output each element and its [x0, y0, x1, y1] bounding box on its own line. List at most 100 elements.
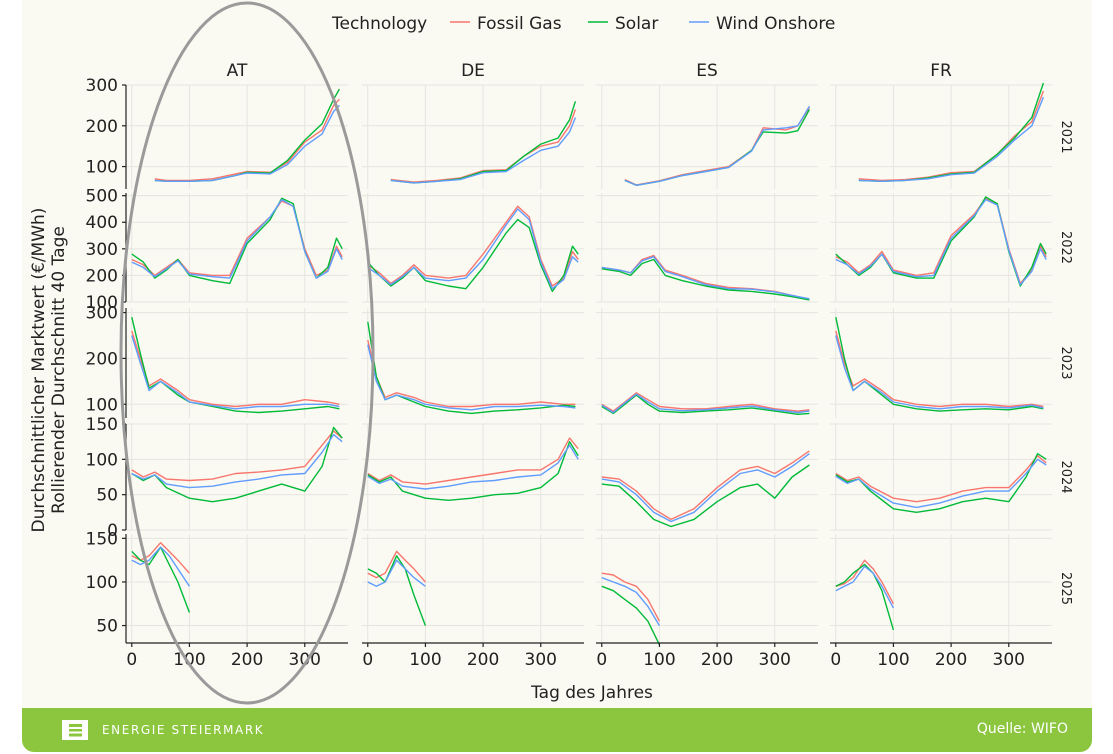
series-line-fossil-gas-es-2023 — [601, 392, 810, 412]
y-tick-label: 200 — [86, 349, 118, 369]
row-strip-label-2025: 2025 — [1058, 572, 1073, 605]
x-tick-label: 0 — [362, 650, 373, 670]
series-line-fossil-gas-de-2023 — [367, 339, 576, 408]
source-label: Quelle: WIFO — [976, 721, 1068, 737]
legend-label-fossil-gas: Fossil Gas — [477, 14, 562, 34]
series-line-fossil-gas-fr-2025 — [835, 559, 895, 605]
legend-title: Technology — [331, 14, 427, 34]
series-line-solar-de-2023 — [367, 321, 576, 415]
footer-bar: ENERGIE STEIERMARK Quelle: WIFO — [22, 708, 1092, 752]
x-tick-label: 300 — [993, 650, 1025, 670]
chart-panel: Technology Fossil Gas Solar Wind Onshore AT D… — [22, 0, 1092, 708]
column-header-de: DE — [461, 61, 485, 81]
series-line-wind-onshore-de-2021 — [390, 117, 577, 184]
y-tick-label: 150 — [86, 529, 118, 549]
y-tick-label: 100 — [86, 158, 118, 178]
y-tick-label: 150 — [86, 415, 118, 435]
series-line-wind-onshore-es-2021 — [624, 105, 811, 186]
series-line-wind-onshore-es-2024 — [601, 453, 810, 523]
series-line-solar-at-2025 — [131, 546, 191, 613]
x-tick-label: 0 — [596, 650, 607, 670]
x-tick-label: 100 — [173, 650, 205, 670]
facet-chart: Technology Fossil Gas Solar Wind Onshore AT D… — [29, 1, 1073, 705]
series-line-wind-onshore-de-2022 — [367, 208, 579, 290]
series-line-fossil-gas-de-2024 — [367, 437, 579, 485]
series-line-fossil-gas-es-2025 — [601, 572, 661, 622]
series-line-solar-es-2025 — [601, 585, 661, 646]
y-tick-label: 300 — [86, 76, 118, 96]
series-line-wind-onshore-de-2025 — [367, 559, 426, 587]
series-line-solar-es-2023 — [601, 394, 810, 415]
series-line-wind-onshore-es-2022 — [601, 256, 810, 300]
x-tick-label: 0 — [830, 650, 841, 670]
series-line-wind-onshore-at-2025 — [131, 546, 190, 587]
x-tick-label: 200 — [231, 650, 263, 670]
series-line-solar-at-2022 — [131, 197, 343, 285]
series-line-solar-de-2025 — [367, 555, 427, 626]
row-strip-label-2024: 2024 — [1058, 460, 1073, 493]
series-line-fossil-gas-at-2023 — [131, 330, 340, 408]
series-line-wind-onshore-es-2023 — [601, 393, 810, 414]
x-tick-label: 300 — [289, 650, 321, 670]
y-tick-label: 100 — [86, 450, 118, 470]
x-tick-label: 100 — [643, 650, 675, 670]
series-line-solar-de-2024 — [367, 441, 579, 501]
column-header-at: AT — [227, 61, 248, 81]
series-line-wind-onshore-at-2023 — [131, 335, 340, 410]
x-tick-label: 100 — [409, 650, 441, 670]
legend-label-solar: Solar — [615, 14, 658, 34]
series-line-solar-es-2024 — [601, 464, 810, 528]
series-line-fossil-gas-at-2024 — [131, 430, 343, 482]
column-header-fr: FR — [930, 61, 952, 81]
y-axis-title-line2: Rollierender Durchschnitt 40 Tage — [49, 226, 69, 514]
y-tick-label: 50 — [96, 486, 118, 506]
column-header-es: ES — [696, 61, 718, 81]
series-line-solar-at-2024 — [131, 426, 343, 503]
series-line-fossil-gas-de-2022 — [367, 205, 579, 287]
y-tick-label: 300 — [86, 240, 118, 260]
series-line-wind-onshore-es-2025 — [601, 576, 661, 626]
y-tick-label: 0 — [107, 521, 118, 541]
series-line-solar-de-2022 — [367, 218, 579, 293]
series-line-wind-onshore-fr-2021 — [858, 96, 1045, 182]
series-line-fossil-gas-es-2024 — [601, 450, 810, 521]
x-axis-title: Tag des Jahres — [530, 683, 653, 703]
series-line-solar-at-2023 — [131, 317, 340, 414]
brand-name: ENERGIE STEIERMARK — [102, 723, 265, 737]
y-tick-label: 200 — [86, 266, 118, 286]
x-tick-label: 200 — [467, 650, 499, 670]
y-tick-label: 50 — [96, 617, 118, 637]
series-line-solar-fr-2023 — [835, 317, 1044, 412]
series-line-wind-onshore-fr-2025 — [835, 565, 895, 609]
series-line-wind-onshore-at-2021 — [154, 104, 340, 182]
legend-label-wind-onshore: Wind Onshore — [716, 14, 835, 34]
series-line-wind-onshore-at-2022 — [131, 198, 343, 279]
series-line-solar-fr-2022 — [835, 196, 1047, 287]
series-line-wind-onshore-fr-2024 — [835, 458, 1047, 509]
highlight-ellipse-icon — [119, 1, 375, 705]
y-tick-label: 300 — [86, 304, 118, 324]
y-tick-label: 100 — [86, 395, 118, 415]
y-axis-title-line1: Durchschnittlicher Marktwert (€/MWh) — [29, 208, 49, 533]
y-tick-label: 500 — [86, 187, 118, 207]
x-tick-label: 100 — [877, 650, 909, 670]
series-line-fossil-gas-fr-2024 — [835, 455, 1047, 503]
series-line-wind-onshore-fr-2023 — [835, 335, 1044, 410]
y-tick-label: 400 — [86, 213, 118, 233]
series-line-wind-onshore-fr-2022 — [835, 198, 1047, 286]
series-line-solar-fr-2025 — [835, 563, 895, 631]
y-tick-label: 200 — [86, 117, 118, 137]
series-line-fossil-gas-at-2021 — [154, 98, 340, 182]
row-strip-label-2022: 2022 — [1058, 231, 1073, 264]
row-strip-label-2023: 2023 — [1058, 346, 1073, 379]
x-tick-label: 200 — [935, 650, 967, 670]
series-line-wind-onshore-de-2024 — [367, 444, 579, 490]
x-tick-label: 200 — [701, 650, 733, 670]
energie-steiermark-logo-icon — [62, 720, 88, 740]
row-strip-label-2021: 2021 — [1058, 120, 1073, 153]
series-line-fossil-gas-fr-2023 — [835, 330, 1044, 408]
series-line-wind-onshore-de-2023 — [367, 344, 576, 411]
series-line-fossil-gas-de-2025 — [367, 550, 426, 583]
x-tick-label: 300 — [759, 650, 791, 670]
x-tick-label: 300 — [525, 650, 557, 670]
